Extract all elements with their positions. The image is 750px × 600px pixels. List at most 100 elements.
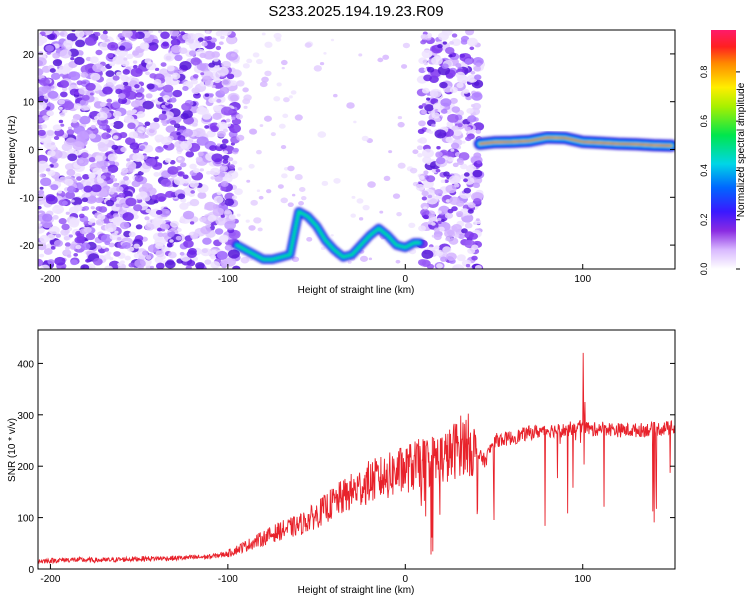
noise-mark xyxy=(185,150,195,158)
noise-mark xyxy=(112,110,122,118)
spectrogram-y-label: Frequency (Hz) xyxy=(7,116,18,185)
noise-mark xyxy=(96,213,106,221)
noise-mark xyxy=(231,116,236,121)
noise-mark xyxy=(317,131,327,138)
noise-mark xyxy=(201,112,212,120)
noise-mark xyxy=(421,103,427,107)
noise-mark xyxy=(58,66,70,75)
noise-mark xyxy=(38,129,46,136)
noise-mark xyxy=(222,123,227,127)
noise-mark xyxy=(189,221,195,225)
noise-mark xyxy=(177,157,182,161)
noise-mark xyxy=(423,68,428,72)
noise-mark xyxy=(415,184,425,191)
noise-mark xyxy=(128,231,136,238)
noise-mark xyxy=(67,254,72,258)
noise-mark xyxy=(39,253,45,258)
noise-mark xyxy=(70,259,78,266)
noise-mark xyxy=(169,160,176,165)
noise-mark xyxy=(144,121,151,126)
noise-mark xyxy=(288,95,293,99)
noise-mark xyxy=(179,47,188,55)
noise-mark xyxy=(38,33,42,40)
noise-mark xyxy=(356,198,364,204)
noise-mark xyxy=(164,260,176,269)
noise-mark xyxy=(220,186,227,192)
noise-mark xyxy=(62,249,72,257)
spectrogram-track-marks xyxy=(232,131,675,264)
spectrogram-x-tick-label: -100 xyxy=(218,274,238,285)
noise-mark xyxy=(99,101,107,107)
noise-mark xyxy=(216,66,229,77)
noise-mark xyxy=(164,157,172,163)
noise-mark xyxy=(445,46,455,55)
noise-mark xyxy=(139,145,146,150)
noise-mark xyxy=(301,196,307,201)
snr-y-tick-label: 400 xyxy=(17,359,34,370)
noise-mark xyxy=(202,75,212,84)
noise-mark xyxy=(220,35,225,40)
noise-mark xyxy=(59,30,68,38)
noise-mark xyxy=(220,214,225,218)
noise-mark xyxy=(469,46,475,51)
noise-mark xyxy=(330,38,335,42)
noise-mark xyxy=(452,162,459,168)
noise-mark xyxy=(110,187,117,193)
noise-mark xyxy=(119,221,130,230)
noise-mark xyxy=(215,216,227,226)
noise-mark xyxy=(50,142,56,146)
noise-mark xyxy=(182,210,195,220)
noise-mark xyxy=(258,195,264,200)
noise-mark xyxy=(177,171,183,176)
noise-mark xyxy=(426,66,435,73)
noise-mark xyxy=(61,200,68,206)
noise-mark xyxy=(204,125,210,129)
noise-mark xyxy=(224,192,235,201)
noise-mark xyxy=(442,41,447,45)
noise-mark xyxy=(427,194,433,199)
noise-mark xyxy=(160,62,167,67)
noise-mark xyxy=(145,208,152,214)
noise-mark xyxy=(132,152,145,162)
noise-mark xyxy=(367,181,376,188)
noise-mark xyxy=(219,165,229,172)
noise-mark xyxy=(462,88,470,94)
noise-mark xyxy=(463,172,470,177)
spectrogram-x-ticks: -200 -100 0 100 xyxy=(40,264,592,285)
noise-mark xyxy=(224,220,237,230)
noise-mark xyxy=(465,126,472,131)
noise-mark xyxy=(41,220,53,229)
noise-mark xyxy=(448,54,453,58)
noise-mark xyxy=(157,227,163,232)
noise-mark xyxy=(333,178,341,184)
noise-mark xyxy=(118,192,125,198)
colorbar-ticks: 0.0 0.2 0.4 0.6 0.8 xyxy=(699,66,740,275)
noise-mark xyxy=(95,206,103,212)
noise-mark xyxy=(395,259,401,264)
noise-mark xyxy=(197,192,207,199)
noise-mark xyxy=(281,66,285,70)
noise-mark xyxy=(55,208,62,214)
noise-mark xyxy=(61,223,70,231)
noise-mark xyxy=(95,245,102,250)
noise-mark xyxy=(421,87,430,94)
noise-mark xyxy=(177,193,186,200)
noise-mark xyxy=(193,42,200,48)
noise-mark xyxy=(144,223,155,231)
noise-mark xyxy=(447,113,459,123)
noise-mark xyxy=(155,250,165,258)
noise-mark xyxy=(127,78,132,82)
noise-mark xyxy=(451,223,462,232)
noise-mark xyxy=(417,128,425,135)
noise-mark xyxy=(114,50,119,55)
noise-mark xyxy=(185,82,191,86)
noise-mark xyxy=(128,262,135,268)
noise-mark xyxy=(55,233,62,238)
noise-mark xyxy=(189,180,199,188)
noise-mark xyxy=(78,159,84,164)
noise-mark xyxy=(210,254,217,260)
noise-mark xyxy=(135,224,143,230)
noise-mark xyxy=(210,261,221,269)
noise-mark xyxy=(132,60,138,64)
